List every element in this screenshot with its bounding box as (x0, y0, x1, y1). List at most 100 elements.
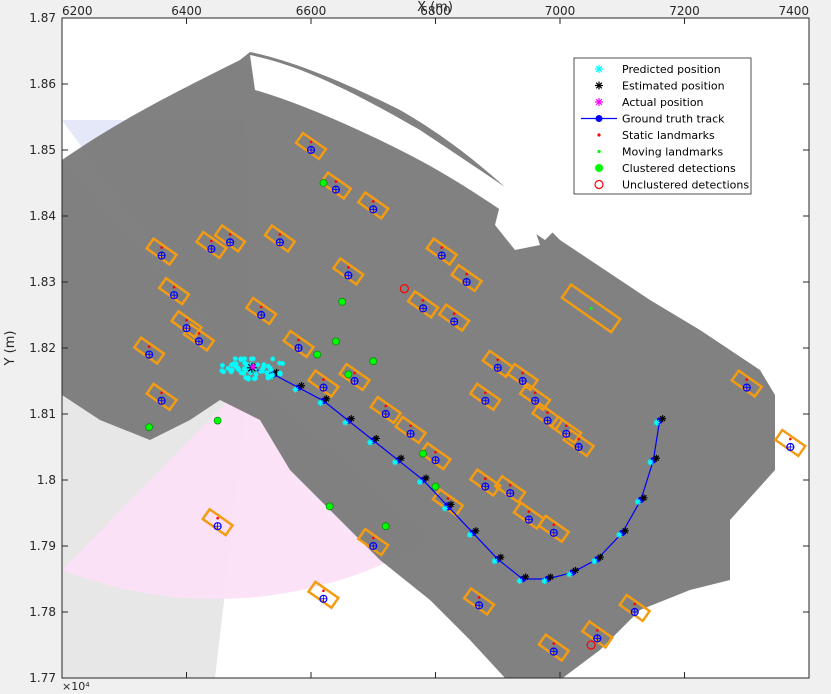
static-landmark (530, 391, 540, 405)
predicted-particle (231, 361, 237, 367)
predicted-position-marker (342, 419, 349, 426)
legend-entry: Estimated position (595, 80, 725, 93)
estimated-position-marker (347, 415, 355, 423)
static-landmark (742, 378, 751, 392)
predicted-position-marker (616, 531, 623, 538)
x-tick-label: 7400 (778, 4, 809, 18)
static-landmark (518, 371, 527, 386)
estimated-position-marker (422, 474, 430, 482)
static-landmark (369, 536, 378, 551)
predicted-particle (245, 376, 251, 382)
legend-marker (595, 81, 603, 90)
y-axis-ticks: 1.77 1.78 1.79 1.8 1.81 1.82 1.83 1.84 1.85 1.86 1… (29, 11, 809, 685)
legend-box (573, 57, 752, 195)
static-landmark (493, 358, 502, 372)
actual-position-marker (249, 363, 256, 370)
legend: Predicted position Estimated position Actu… (573, 57, 752, 195)
estimated-position-marker (298, 382, 306, 390)
legend-label: Clustered detections (622, 162, 736, 175)
clustered-detection (369, 357, 378, 366)
estimated-position-marker (596, 553, 604, 561)
estimated-position-marker (522, 573, 530, 581)
legend-entry: Clustered detections (595, 162, 736, 175)
legend-marker (597, 133, 601, 137)
road-island-upper (250, 55, 560, 240)
legend-entry: Static landmarks (597, 129, 715, 142)
plot-area (62, 52, 807, 678)
sensor-coverage-rear (62, 378, 430, 599)
estimated-position-marker (447, 500, 455, 508)
clustered-detection (213, 416, 222, 425)
static-landmark (462, 272, 471, 287)
predicted-particle (232, 356, 238, 362)
estimated-position-marker (547, 573, 555, 581)
estimated-position-marker (472, 527, 480, 535)
estimated-position-marker (652, 454, 660, 462)
road-map (62, 52, 775, 678)
x-tick-label: 6400 (171, 4, 202, 18)
static-landmark (157, 246, 166, 260)
x-tick-label: 6200 (62, 4, 93, 18)
predicted-particle (270, 372, 276, 378)
static-landmark (431, 450, 440, 465)
clustered-detection (431, 482, 440, 491)
clustered-detection (344, 370, 353, 379)
x-axis-ticks: 6200 6400 6600 6800 7000 7200 7400 (61, 4, 810, 678)
predicted-position-marker (367, 439, 374, 446)
predicted-particle (241, 366, 247, 372)
legend-label: Ground truth track (622, 113, 725, 126)
y-tick-label: 1.85 (29, 143, 56, 157)
y-exponent-label: ×10⁴ (62, 680, 90, 693)
static-landmark (549, 642, 558, 656)
static-landmark (786, 437, 795, 452)
x-tick-label: 7000 (545, 4, 576, 18)
static-landmarks (145, 140, 795, 656)
unclustered-detection (399, 284, 409, 294)
predicted-particle (235, 366, 241, 372)
static-landmark (350, 371, 359, 386)
clustered-detection (419, 449, 427, 458)
predicted-position-marker (441, 505, 448, 512)
predicted-position-marker (392, 459, 399, 466)
static-landmark (474, 596, 484, 610)
predicted-particle (261, 362, 267, 368)
predicted-particle (225, 365, 231, 371)
estimated-position-marker (372, 434, 380, 442)
legend-label: Predicted position (622, 63, 721, 76)
static-landmark (182, 318, 191, 333)
legend-label: Actual position (622, 96, 704, 109)
static-landmark (169, 285, 179, 300)
static-landmark (381, 404, 390, 419)
legend-marker (595, 115, 603, 122)
static-landmark (306, 140, 316, 155)
legend-label: Unclustered detections (622, 179, 749, 192)
predicted-position-marker (566, 571, 573, 578)
y-tick-label: 1.78 (29, 605, 56, 619)
legend-entry: Moving landmarks (597, 146, 723, 159)
predicted-particle (277, 371, 283, 377)
clustered-detection (381, 522, 390, 531)
predicted-particle (248, 356, 254, 362)
predicted-position-marker (292, 386, 299, 393)
predicted-position-marker (653, 419, 660, 426)
legend-entry: Actual position (595, 96, 704, 109)
predicted-particle (260, 365, 266, 371)
clustered-detection (145, 423, 154, 432)
static-landmark (406, 424, 415, 438)
y-tick-label: 1.83 (29, 275, 56, 289)
predicted-particle (241, 370, 247, 376)
static-landmark (225, 233, 235, 247)
clustered-detection (325, 502, 334, 511)
y-tick-label: 1.82 (29, 341, 56, 355)
y-tick-label: 1.77 (29, 671, 56, 685)
static-landmark (369, 200, 378, 214)
legend-entry: Ground truth track (581, 113, 725, 126)
static-landmark (543, 411, 552, 425)
estimated-position-marker (397, 454, 405, 462)
legend-marker (595, 65, 603, 73)
legend-marker (597, 149, 601, 154)
static-landmark (294, 338, 303, 353)
unclustered-detection (586, 640, 596, 650)
ground-truth-track (242, 362, 667, 584)
predicted-particle (219, 368, 225, 374)
